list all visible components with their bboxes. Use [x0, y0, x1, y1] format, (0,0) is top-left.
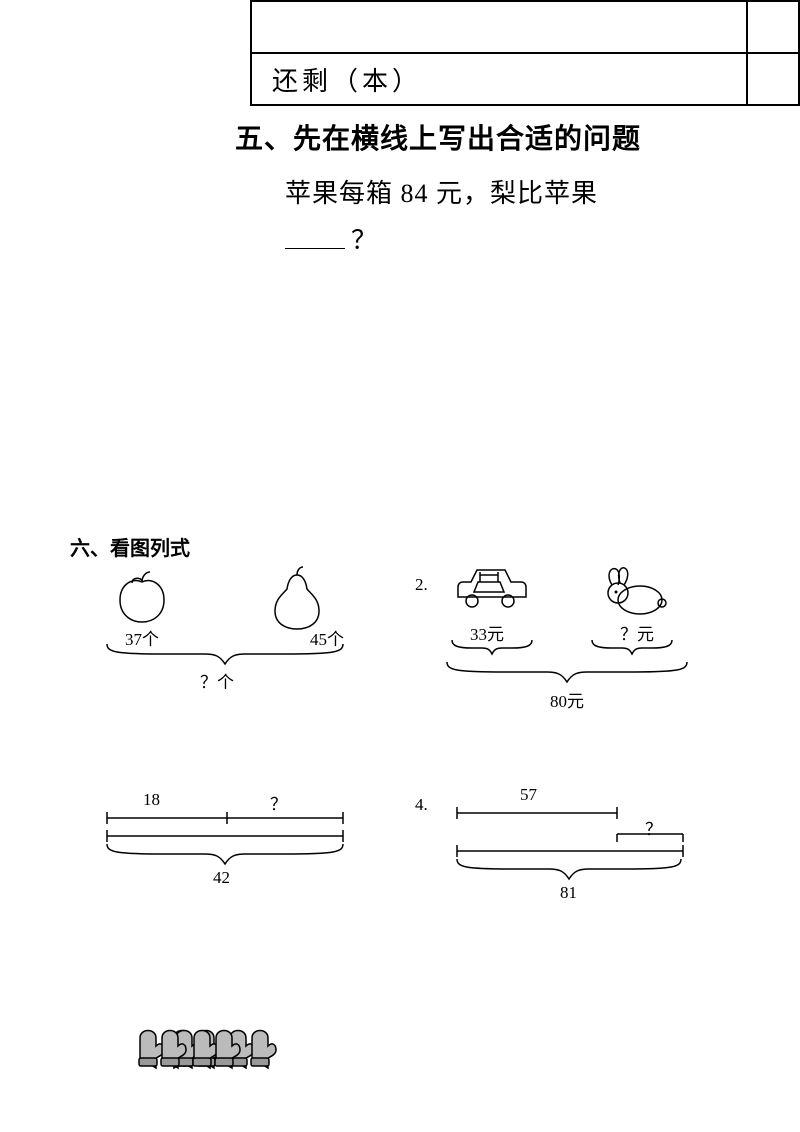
p2-brace-left [450, 638, 535, 658]
apple-icon [115, 570, 170, 625]
pear-icon [270, 565, 325, 630]
p4-number: 4. [415, 795, 428, 815]
top-row-label: 还剩（本） [251, 53, 747, 105]
p1-total-label: ？个 [200, 668, 234, 693]
section-5-line1: 苹果每箱 84 元，梨比苹果 [285, 179, 598, 208]
section-5-heading: 五、先在横线上写出合适的问题 [235, 124, 641, 155]
rabbit-icon [600, 565, 675, 620]
section-5-body: 苹果每箱 84 元，梨比苹果 ？ [285, 171, 795, 265]
mittens-row [130, 1005, 224, 1023]
worksheet-page: 还剩（本） 五、先在横线上写出合适的问题 苹果每箱 84 元，梨比苹果 ？ 六、… [0, 0, 800, 1132]
p3-total-label: 42 [213, 868, 230, 888]
p3-left-label: 18 [143, 790, 160, 810]
section-6-heading: 六、看图列式 [70, 532, 190, 561]
problem-2: 2. 33元 ？元 80元 [415, 565, 735, 725]
problem-4: 4. 57 ？ 81 [415, 785, 735, 915]
problem-3: 18 ？ 42 [95, 790, 375, 900]
p2-total-label: 80元 [550, 687, 584, 712]
p2-brace-right [590, 638, 675, 658]
p4-left-label: 57 [520, 785, 537, 805]
section-5-qmark: ？ [351, 226, 378, 255]
mitten-icon [206, 1018, 276, 1073]
p4-brace [455, 857, 685, 885]
car-icon [450, 565, 530, 620]
blank-line [285, 248, 345, 249]
p2-number: 2. [415, 575, 428, 595]
top-table: 还剩（本） [250, 0, 800, 106]
top-row0-c0 [251, 1, 747, 53]
p4-total-label: 81 [560, 883, 577, 903]
problem-1: 37个 45个 ？个 [95, 570, 375, 710]
p3-top-bar [105, 810, 345, 830]
p3-brace [105, 842, 345, 870]
p4-top-bar [455, 805, 620, 823]
p2-brace-total [445, 660, 690, 690]
section-5: 五、先在横线上写出合适的问题 苹果每箱 84 元，梨比苹果 ？ [235, 115, 795, 265]
